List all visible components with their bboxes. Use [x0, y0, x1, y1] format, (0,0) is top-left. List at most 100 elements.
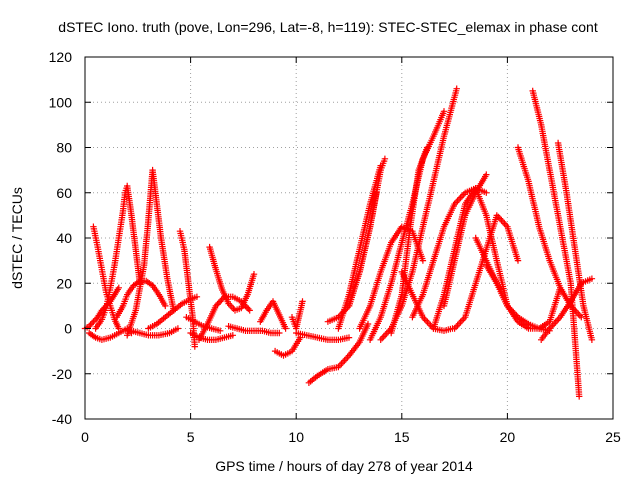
- data-point: [454, 197, 461, 204]
- data-point: [423, 144, 431, 151]
- data-series: [183, 314, 224, 334]
- data-point: [496, 215, 504, 222]
- chart-title: dSTEC Iono. truth (pove, Lon=296, Lat=-8…: [58, 19, 598, 35]
- y-tick-label: 0: [64, 321, 72, 337]
- data-series: [483, 261, 564, 332]
- data-series: [225, 323, 283, 337]
- y-tick-label: 120: [49, 49, 73, 65]
- data-series: [86, 325, 135, 343]
- data-point: [373, 189, 380, 196]
- data-point: [90, 318, 97, 325]
- data-point: [377, 162, 384, 169]
- data-point: [246, 307, 253, 314]
- data-point: [377, 336, 384, 343]
- data-series: [288, 298, 306, 332]
- data-series: [366, 108, 448, 343]
- data-series: [305, 320, 372, 386]
- data-point: [576, 393, 583, 400]
- x-tick-label: 15: [394, 429, 410, 445]
- data-point: [217, 327, 224, 334]
- data-point: [440, 108, 448, 115]
- data-point: [342, 355, 350, 363]
- data-series: [293, 329, 353, 343]
- data-point: [87, 321, 94, 328]
- y-axis-label: dSTEC / TECUs: [9, 187, 25, 289]
- data-point: [588, 336, 596, 343]
- data-series: [257, 298, 289, 332]
- data-series: [451, 212, 522, 332]
- data-point: [88, 320, 96, 327]
- data-point: [364, 320, 372, 328]
- y-tick-label: -40: [52, 411, 72, 427]
- data-point: [214, 301, 221, 308]
- y-tick-label: 100: [49, 94, 73, 110]
- data-point: [243, 304, 251, 311]
- data-point: [215, 299, 222, 307]
- x-axis-label: GPS time / hours of day 278 of year 2014: [215, 458, 473, 474]
- data-series: [92, 182, 144, 332]
- y-axis-ticks: -40 -20 0 20 40 60 80 100 120: [49, 49, 613, 427]
- data-series: [271, 334, 304, 359]
- data-point: [174, 325, 182, 332]
- data-series: [206, 243, 258, 314]
- y-tick-label: 80: [56, 140, 72, 156]
- data-point: [229, 332, 236, 339]
- data-point: [578, 314, 585, 321]
- data-series: [176, 228, 198, 350]
- data-point: [483, 189, 490, 196]
- data-series: [538, 275, 596, 343]
- data-series: [195, 293, 253, 343]
- data-point: [419, 257, 427, 264]
- data-point: [458, 192, 466, 200]
- data-point: [91, 317, 99, 324]
- data-point: [250, 271, 258, 278]
- data-series: [124, 166, 177, 339]
- data-point: [576, 312, 583, 319]
- data-point: [276, 329, 283, 337]
- data-point: [338, 360, 345, 367]
- data-point: [454, 322, 461, 329]
- x-tick-label: 5: [187, 429, 195, 445]
- data-point: [191, 343, 198, 350]
- data-point: [385, 328, 392, 335]
- x-tick-label: 10: [288, 429, 304, 445]
- data-point: [345, 334, 353, 341]
- data-point: [115, 284, 122, 291]
- data-series: [440, 171, 490, 310]
- data-point: [379, 335, 386, 342]
- data-point: [452, 323, 460, 331]
- data-point: [212, 302, 220, 310]
- data-point: [457, 194, 464, 201]
- data-series: [90, 223, 122, 332]
- data-point: [282, 325, 289, 332]
- data-point: [422, 317, 430, 324]
- plot-data: [81, 85, 596, 400]
- y-tick-label: 60: [56, 185, 72, 201]
- data-point: [380, 333, 387, 340]
- data-point: [299, 298, 306, 305]
- x-tick-label: 25: [605, 429, 621, 445]
- x-tick-label: 0: [81, 429, 89, 445]
- data-series: [128, 325, 182, 339]
- x-tick-label: 20: [500, 429, 516, 445]
- data-point: [341, 357, 348, 364]
- data-point: [245, 305, 252, 313]
- data-point: [427, 322, 434, 329]
- y-tick-label: -20: [52, 366, 72, 382]
- data-point: [455, 196, 463, 203]
- data-series: [335, 162, 384, 332]
- data-point: [458, 317, 466, 324]
- data-point: [453, 85, 460, 92]
- data-series: [345, 189, 380, 310]
- data-point: [381, 155, 389, 162]
- data-point: [514, 257, 522, 264]
- y-tick-label: 40: [56, 230, 72, 246]
- data-point: [483, 171, 490, 178]
- data-point: [162, 302, 169, 310]
- data-series: [529, 87, 583, 400]
- x-axis-ticks: 0 5 10 15 20 25: [81, 57, 621, 445]
- y-tick-label: 20: [56, 275, 72, 291]
- data-point: [193, 293, 201, 300]
- data-point: [554, 317, 561, 324]
